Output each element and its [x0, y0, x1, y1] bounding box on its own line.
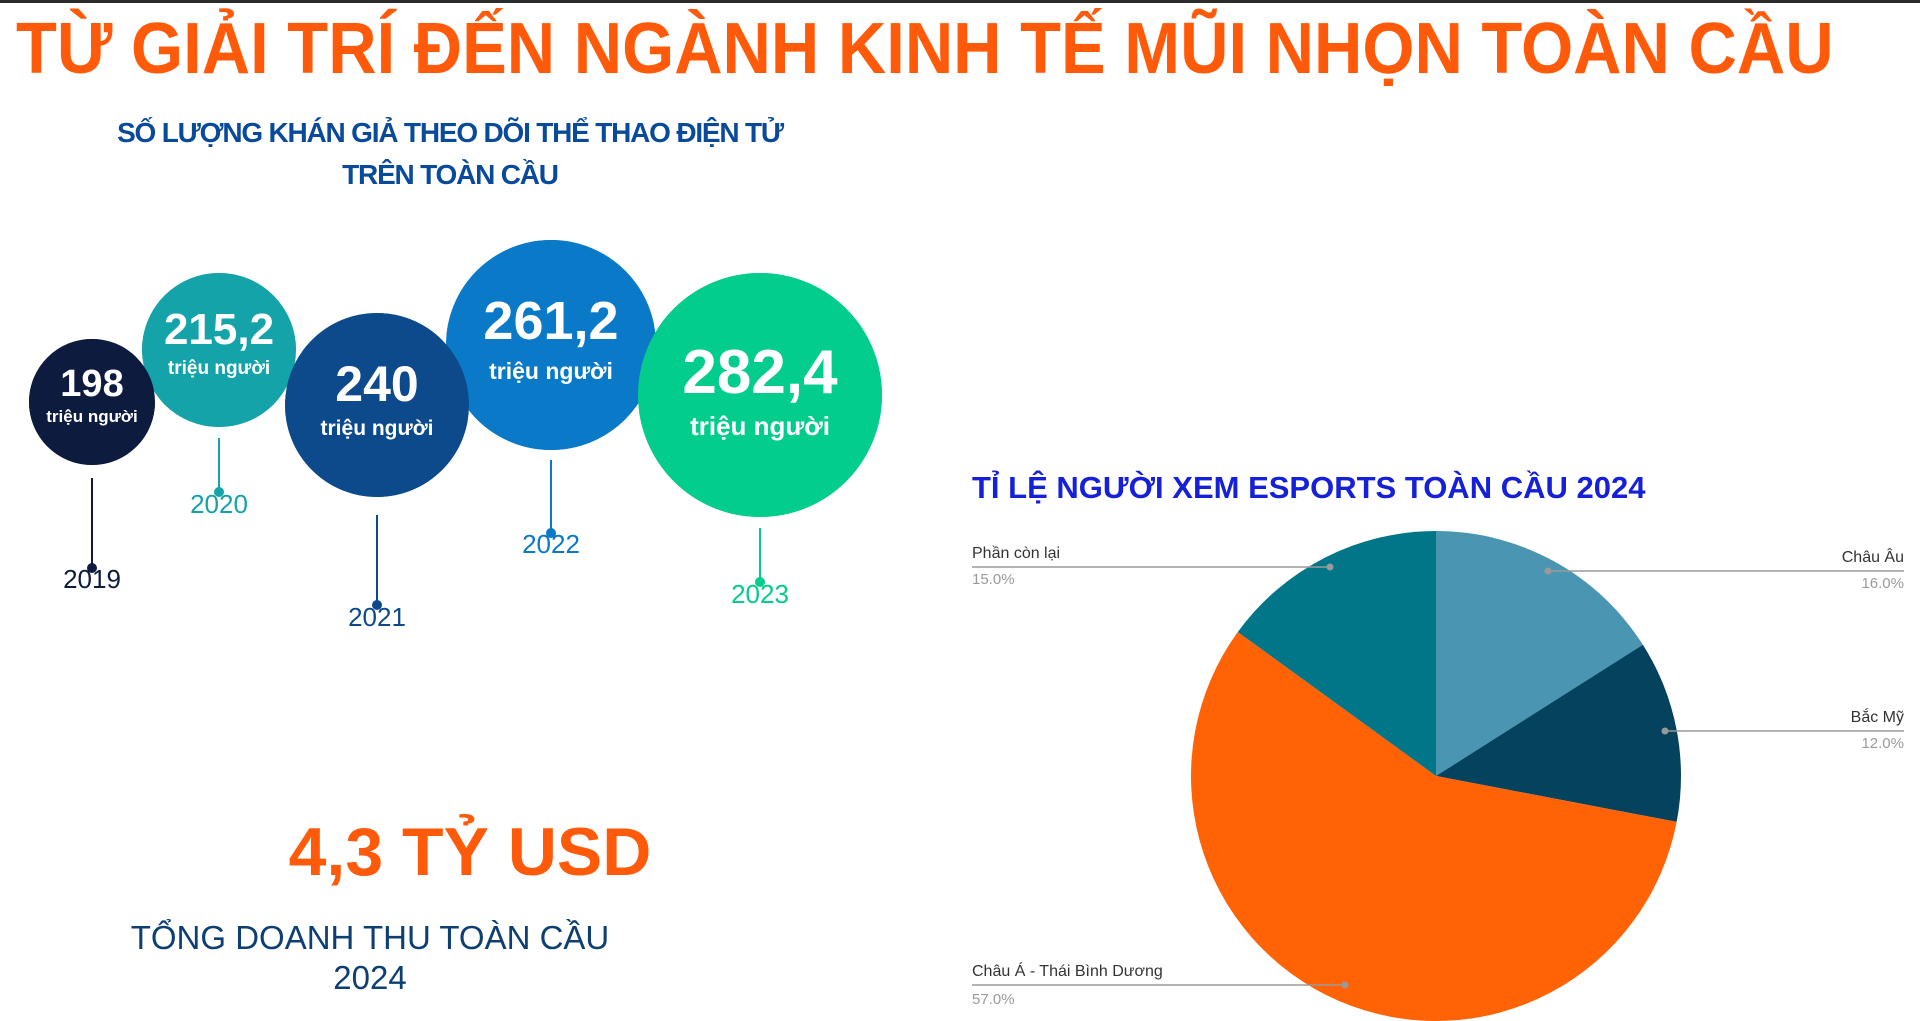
pie-leader-dot-3	[1326, 563, 1334, 571]
bubble-fill-2023	[638, 273, 882, 517]
year-label-2020: 2020	[190, 489, 248, 519]
pie-value-0: 16.0%	[1861, 575, 1904, 592]
bubble-value-2023: 282,4	[682, 338, 838, 407]
pie-chart-title: TỈ LỆ NGƯỜI XEM ESPORTS TOÀN CẦU 2024	[972, 470, 1646, 505]
pie-leader-dot-2	[1341, 981, 1349, 989]
audience-title-line2: TRÊN TOÀN CẦU	[342, 159, 559, 190]
pie-value-1: 12.0%	[1861, 735, 1904, 752]
bubble-unit-2023: triệu người	[690, 411, 830, 441]
bubble-value-2019: 198	[60, 363, 123, 405]
bubble-dot-2019	[87, 563, 97, 573]
top-border	[0, 0, 1920, 3]
bubble-unit-2022: triệu người	[489, 358, 613, 384]
revenue-caption: TỔNG DOANH THU TOÀN CẦU 2024	[130, 919, 610, 996]
bubble-value-2022: 261,2	[483, 291, 618, 351]
pie-value-2: 57.0%	[972, 991, 1015, 1008]
bubble-dot-2023	[755, 577, 765, 587]
bubble-unit-2020: triệu người	[168, 358, 270, 379]
bubble-unit-2021: triệu người	[321, 417, 434, 440]
bubble-unit-2019: triệu người	[46, 407, 137, 426]
bubble-fill-2021	[285, 313, 469, 497]
bubble-dot-2022	[546, 528, 556, 538]
pie-label-3: Phần còn lại	[972, 545, 1060, 562]
pie-slice-0	[1436, 531, 1643, 776]
year-label-2022: 2022	[522, 529, 580, 559]
pie-slice-2	[1191, 631, 1677, 1021]
audience-title-line1: SỐ LƯỢNG KHÁN GIẢ THEO DÕI THỂ THAO ĐIỆN…	[117, 117, 784, 148]
year-label-2023: 2023	[731, 579, 789, 609]
year-label-2019: 2019	[63, 564, 121, 594]
pie-leader-dot-1	[1661, 727, 1669, 735]
pie-leader-dot-0	[1544, 567, 1552, 575]
bubble-fill-2020	[142, 273, 296, 427]
bubble-dot-2020	[214, 487, 224, 497]
bubble-group: 198 triệu người 2019 215,2 triệu người 2020 24…	[23, 234, 888, 632]
pie-slice-3	[1237, 531, 1436, 776]
bubble-dot-2021	[372, 600, 382, 610]
audience-chart-title: SỐ LƯỢNG KHÁN GIẢ THEO DÕI THỂ THAO ĐIỆN…	[60, 112, 840, 196]
year-label-2021: 2021	[348, 602, 406, 632]
bubble-value-2020: 215,2	[164, 305, 274, 354]
pie-group: Châu Âu 16.0% Bắc Mỹ 12.0% Châu Á - Thái Bìn…	[972, 531, 1904, 1021]
bubble-fill-2019	[29, 339, 155, 465]
pie-label-0: Châu Âu	[1842, 547, 1904, 566]
pie-value-3: 15.0%	[972, 571, 1015, 588]
page-title: TỪ GIẢI TRÍ ĐẾN NGÀNH KINH TẾ MŨI NHỌN T…	[16, 9, 1834, 89]
pie-label-2: Châu Á - Thái Bình Dương	[972, 961, 1163, 980]
audience-bubble-chart: 198 triệu người 2019 215,2 triệu người 2020 24…	[23, 234, 888, 632]
bubble-value-2021: 240	[335, 356, 418, 412]
pie-label-1: Bắc Mỹ	[1851, 707, 1904, 726]
revenue-value: 4,3 TỶ USD	[288, 814, 652, 890]
bubble-fill-2022	[446, 240, 656, 450]
pie-slice-1	[1436, 644, 1682, 822]
